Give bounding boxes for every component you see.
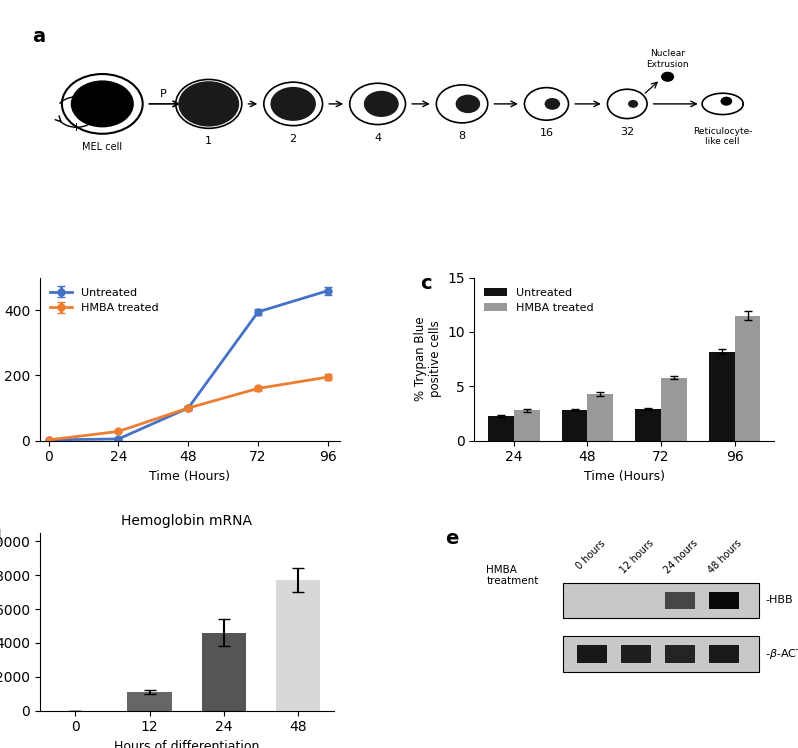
Legend: Untreated, HMBA treated: Untreated, HMBA treated <box>45 283 163 318</box>
X-axis label: Time (Hours): Time (Hours) <box>149 470 231 483</box>
Text: 48 hours: 48 hours <box>706 539 744 576</box>
Title: Hemoglobin mRNA: Hemoglobin mRNA <box>121 514 252 527</box>
Bar <box>735 316 760 441</box>
Bar <box>562 410 587 441</box>
Bar <box>128 692 172 711</box>
Text: 12 hours: 12 hours <box>618 539 656 576</box>
Circle shape <box>456 95 480 112</box>
Text: 0 hours: 0 hours <box>575 539 607 571</box>
Text: 4: 4 <box>374 132 381 143</box>
Circle shape <box>545 99 559 109</box>
Text: 16: 16 <box>539 129 554 138</box>
Text: d: d <box>0 530 1 548</box>
Text: e: e <box>445 530 459 548</box>
Text: 8: 8 <box>459 131 465 141</box>
Circle shape <box>72 81 133 126</box>
Circle shape <box>721 97 732 105</box>
Bar <box>661 378 687 441</box>
FancyBboxPatch shape <box>666 645 695 663</box>
Text: Nuclear
Extrusion: Nuclear Extrusion <box>646 49 689 69</box>
FancyBboxPatch shape <box>563 636 760 672</box>
FancyBboxPatch shape <box>709 592 739 610</box>
Text: 32: 32 <box>620 126 634 137</box>
Bar <box>587 394 613 441</box>
Legend: Untreated, HMBA treated: Untreated, HMBA treated <box>480 283 598 318</box>
Text: 1: 1 <box>205 136 212 147</box>
X-axis label: Hours of differentiation: Hours of differentiation <box>114 740 259 748</box>
Y-axis label: % Trypan Blue
positive cells: % Trypan Blue positive cells <box>413 317 441 402</box>
X-axis label: Time (Hours): Time (Hours) <box>583 470 665 483</box>
FancyBboxPatch shape <box>709 645 739 663</box>
FancyBboxPatch shape <box>577 645 606 663</box>
Circle shape <box>179 82 239 126</box>
Text: R: R <box>73 104 80 114</box>
Bar <box>514 410 539 441</box>
Text: -$\beta$-ACTIN: -$\beta$-ACTIN <box>765 647 798 660</box>
Text: a: a <box>33 28 45 46</box>
FancyBboxPatch shape <box>666 592 695 610</box>
Circle shape <box>271 88 315 120</box>
Circle shape <box>662 73 674 81</box>
Bar <box>202 633 246 711</box>
Text: HMBA
treatment: HMBA treatment <box>486 565 539 586</box>
Text: c: c <box>421 275 432 293</box>
FancyBboxPatch shape <box>622 645 650 663</box>
Text: MEL cell: MEL cell <box>82 142 122 152</box>
Text: 24 hours: 24 hours <box>662 539 700 576</box>
Text: Reticulocyte-
like cell: Reticulocyte- like cell <box>693 126 753 146</box>
Text: 2: 2 <box>290 134 297 144</box>
Bar <box>635 409 661 441</box>
Text: P: P <box>160 89 167 99</box>
Text: -HBB: -HBB <box>765 595 793 605</box>
Bar <box>709 352 735 441</box>
Text: I: I <box>75 123 78 133</box>
Bar <box>276 580 320 711</box>
Circle shape <box>629 101 638 107</box>
FancyBboxPatch shape <box>563 583 760 618</box>
Bar <box>488 416 514 441</box>
Circle shape <box>365 91 398 116</box>
